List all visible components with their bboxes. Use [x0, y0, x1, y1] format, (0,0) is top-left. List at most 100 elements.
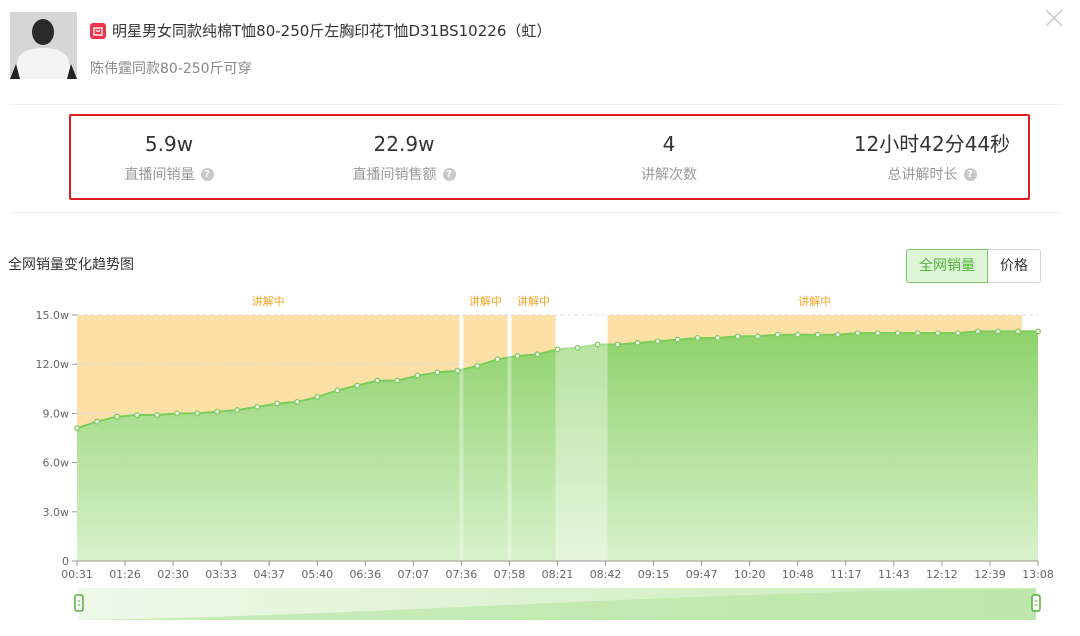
band-gap	[459, 315, 464, 561]
x-tick-label: 00:31	[61, 568, 93, 581]
stat-explain-duration: 12小时42分44秒 总讲解时长?	[812, 130, 1052, 184]
slider-handle-left[interactable]	[74, 594, 84, 612]
sales-trend-chart: 讲解中 讲解中 讲解中 讲解中 0 3.0w 6.0w 9.0w 12.0w 15.0w 00:…	[36, 294, 1054, 620]
stat-live-sales: 5.9w 直播间销量?	[49, 130, 289, 184]
data-point	[94, 418, 100, 425]
data-point	[674, 336, 681, 343]
data-point	[374, 377, 381, 384]
x-tick-label: 13:08	[1022, 568, 1054, 581]
data-point	[194, 410, 201, 417]
stat-value: 5.9w	[144, 132, 194, 156]
data-point	[854, 330, 861, 336]
y-tick-label: 12.0w	[36, 358, 70, 371]
data-point	[534, 351, 541, 358]
data-point	[774, 331, 781, 338]
slider-handle-right[interactable]	[1031, 594, 1041, 612]
data-point	[874, 330, 881, 336]
x-tick-label: 10:20	[734, 568, 766, 581]
stat-explain-count: 4 讲解次数	[549, 130, 789, 184]
x-tick-label: 01:26	[109, 568, 141, 581]
divider	[10, 104, 1062, 105]
band-gap	[555, 315, 608, 561]
stat-label: 总讲解时长	[887, 167, 958, 183]
band-label: 讲解中	[469, 294, 502, 308]
x-tick-label: 06:36	[349, 568, 381, 581]
close-button[interactable]	[1042, 6, 1066, 30]
data-point	[614, 341, 621, 348]
data-point	[414, 372, 421, 379]
divider	[10, 212, 1062, 213]
stat-label: 直播间销量	[124, 167, 195, 183]
data-point	[1035, 328, 1041, 335]
x-tick-label: 12:39	[974, 568, 1006, 581]
data-point	[234, 407, 241, 414]
data-point	[974, 328, 981, 335]
data-point	[474, 362, 481, 369]
x-tick-label: 02:30	[157, 568, 189, 581]
data-point	[114, 413, 120, 420]
data-point	[714, 335, 721, 341]
data-point	[514, 353, 521, 359]
product-subtitle: 陈伟霆同款80-250斤可穿	[90, 61, 252, 77]
data-point	[754, 333, 761, 340]
chart-title: 全网销量变化趋势图	[8, 257, 134, 273]
band-label: 讲解中	[798, 294, 831, 308]
stat-value: 12小时42分44秒	[853, 132, 1011, 156]
data-point	[214, 408, 221, 415]
x-tick-label: 07:36	[446, 568, 478, 581]
y-tick-label: 15.0w	[36, 309, 70, 322]
data-point	[834, 331, 841, 338]
stat-live-revenue: 22.9w 直播间销售额?	[284, 130, 524, 184]
toggle-price[interactable]: 价格	[988, 249, 1041, 283]
x-tick-label: 07:58	[494, 568, 526, 581]
y-tick-label: 0	[62, 555, 69, 568]
stat-value: 4	[662, 132, 676, 156]
help-icon[interactable]: ?	[442, 167, 456, 181]
data-point	[394, 377, 401, 384]
stats-panel: 5.9w 直播间销量? 22.9w 直播间销售额? 4 讲解次数 12小时42分…	[69, 114, 1030, 200]
shop-bag-icon	[90, 22, 106, 39]
data-point	[594, 341, 601, 348]
metric-toggle: 全网销量 价格	[906, 249, 1041, 283]
product-image	[10, 12, 77, 79]
band-gap	[507, 315, 512, 561]
x-tick-label: 09:15	[638, 568, 670, 581]
data-point	[154, 412, 161, 418]
y-tick-label: 3.0w	[43, 506, 70, 519]
data-point	[454, 367, 461, 374]
data-point	[1015, 328, 1021, 335]
data-point	[995, 328, 1001, 335]
data-point	[174, 410, 181, 417]
data-point	[954, 330, 961, 336]
x-tick-label: 07:07	[397, 568, 429, 581]
stat-label: 讲解次数	[641, 167, 697, 183]
slider-preview	[79, 589, 1036, 620]
data-point	[74, 425, 80, 432]
close-icon	[1045, 9, 1063, 27]
toggle-network-sales[interactable]: 全网销量	[906, 249, 988, 283]
range-slider[interactable]	[74, 588, 1041, 620]
x-tick-label: 12:12	[926, 568, 958, 581]
data-point	[634, 339, 641, 346]
x-tick-label: 11:43	[878, 568, 910, 581]
data-point	[314, 394, 321, 400]
data-point	[354, 382, 361, 389]
x-tick-label: 11:17	[830, 568, 862, 581]
x-tick-label: 09:47	[686, 568, 718, 581]
data-point	[274, 400, 281, 407]
data-point	[434, 369, 441, 376]
data-point	[694, 335, 701, 341]
y-tick-label: 6.0w	[43, 457, 70, 470]
x-tick-label: 05:40	[301, 568, 333, 581]
help-icon[interactable]: ?	[200, 167, 214, 181]
product-title: 明星男女同款纯棉T恤80-250斤左胸印花T恤D31BS10226（虹）	[112, 22, 552, 40]
data-point	[814, 331, 821, 338]
stat-label: 直播间销售额	[352, 167, 437, 183]
data-point	[654, 338, 661, 345]
x-tick-label: 08:42	[590, 568, 622, 581]
data-point	[574, 344, 581, 351]
stat-value: 22.9w	[373, 132, 435, 156]
data-point	[494, 356, 501, 363]
help-icon[interactable]: ?	[963, 167, 977, 181]
sales-area	[77, 331, 1038, 561]
